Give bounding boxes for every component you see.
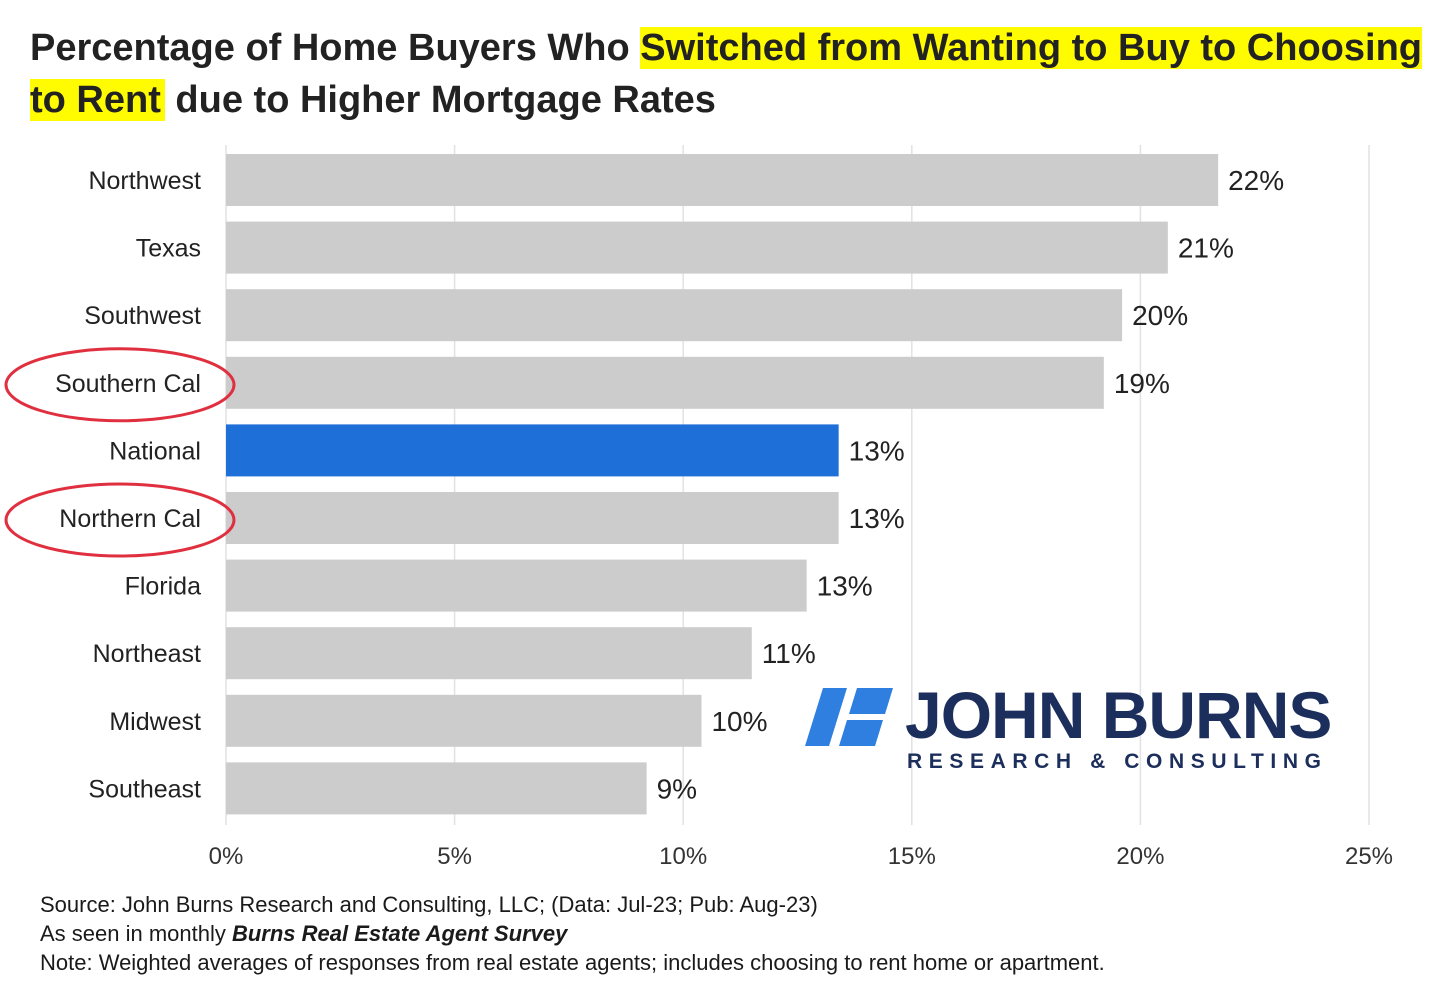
x-axis-tick-labels: 0% 5% 10% 15% 20% 25% [209,843,1393,870]
annotation-circle [4,482,236,558]
weighting-note: Note: Weighted averages of responses fro… [40,950,1105,975]
category-label: Northern Cal [59,505,201,533]
value-label: 10% [711,706,767,737]
bar-northern-cal [226,492,839,544]
category-labels: Northwest Texas Southwest Southern Cal Natio… [55,167,201,803]
value-label: 13% [817,571,873,602]
value-labels: 22% 21% 20% 19% 13% 13% 13% 11% 10% 9% [657,165,1285,804]
survey-note: As seen in monthly Burns Real Estate Age… [40,919,1420,948]
category-label: Midwest [109,708,201,736]
title-part1: Percentage of Home Buyers Who [30,27,641,69]
value-label: 22% [1228,165,1284,196]
x-tick-label: 25% [1345,843,1393,870]
annotation-circles [4,347,236,558]
company-logo: JOHN BURNS RESEARCH & CONSULTING [805,679,1345,780]
category-label: Northeast [93,640,201,668]
title-part2: due to Higher Mortgage Rates [164,79,716,121]
category-label: Southwest [84,302,201,330]
value-label: 21% [1178,233,1234,264]
logo-subtitle: RESEARCH & CONSULTING [907,750,1328,773]
logo-mark-stroke [839,720,883,746]
logo-mark-stroke [805,688,847,746]
bar-florida [226,559,807,612]
chart-title: Percentage of Home Buyers Who Switched f… [30,22,1430,126]
x-tick-label: 20% [1116,843,1164,870]
bar-southwest [226,289,1123,342]
category-label: Northwest [88,167,201,195]
chart-footer: Source: John Burns Research and Consulti… [40,890,1420,977]
bar-midwest [226,694,702,747]
value-label: 13% [849,435,905,466]
bar-southeast [226,762,647,815]
value-label: 9% [657,773,697,804]
logo-mark-stroke [849,688,893,714]
x-tick-label: 10% [659,843,707,870]
bar-national [226,424,839,477]
value-label: 11% [762,638,816,669]
bars [226,154,1219,815]
value-label: 13% [849,503,905,534]
category-label: Southern Cal [55,370,201,398]
value-label: 20% [1132,300,1188,331]
category-label: Texas [136,235,201,263]
logo-name: JOHN BURNS [905,678,1332,752]
bar-southern-cal [226,356,1104,409]
annotation-circle [4,347,236,423]
x-tick-label: 0% [209,843,244,870]
category-label: Florida [125,573,202,601]
bar-northwest [226,154,1219,206]
bar-chart: Northwest Texas Southwest Southern Cal Natio… [4,145,1393,870]
category-label: Southeast [88,775,201,803]
bar-texas [226,221,1168,274]
x-tick-label: 5% [437,843,472,870]
x-tick-label: 15% [888,843,936,870]
source-note: Source: John Burns Research and Consulti… [40,892,818,917]
category-label: National [109,437,201,465]
survey-name: Burns Real Estate Agent Survey [231,921,568,946]
value-label: 19% [1114,368,1170,399]
survey-prefix: As seen in monthly [40,921,232,946]
bar-northeast [226,627,752,680]
logo-mark-icon [805,688,893,746]
